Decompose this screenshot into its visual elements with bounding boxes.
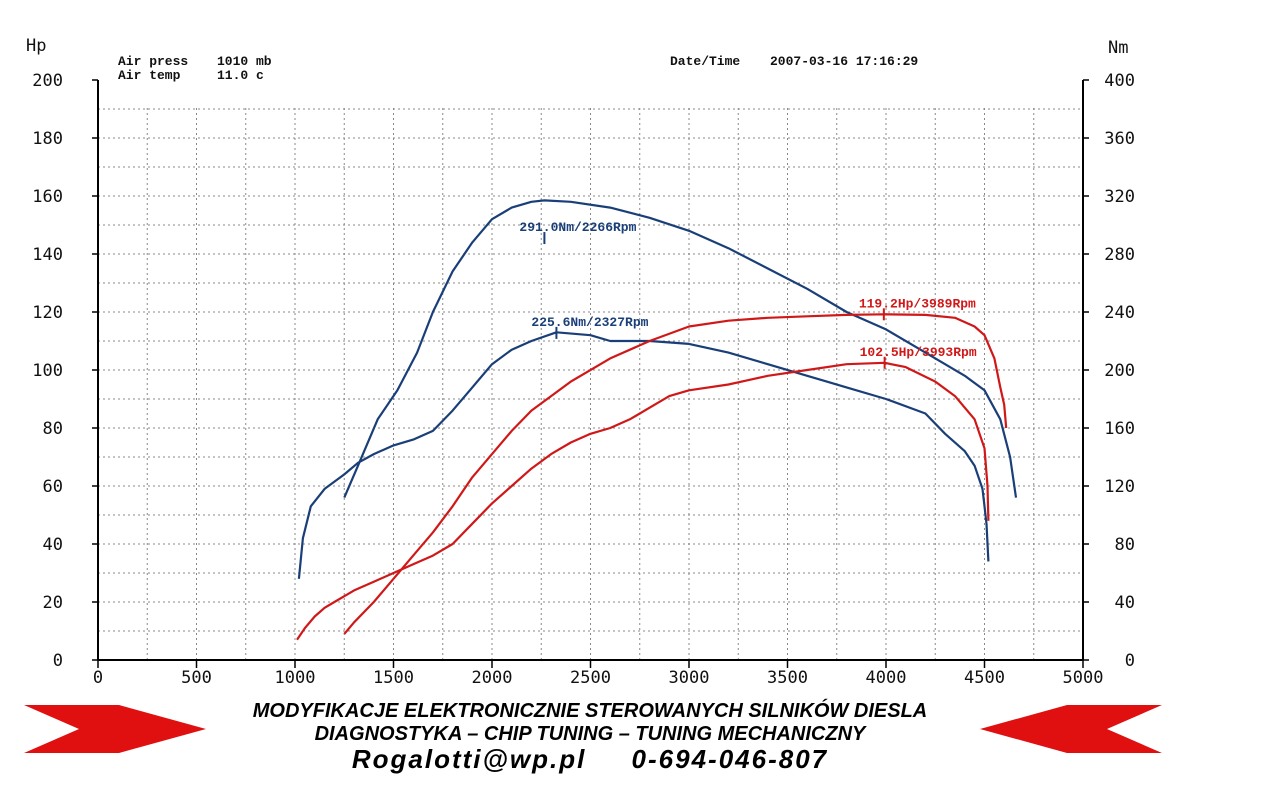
left-y-tick-label: 140	[32, 245, 63, 265]
peak-label: 102.5Hp/3993Rpm	[860, 345, 977, 360]
peak-label: 291.0Nm/2266Rpm	[519, 220, 636, 235]
right-axis-unit: Nm	[1108, 38, 1129, 58]
x-tick-label: 1000	[275, 668, 316, 688]
left-y-tick-label: 40	[43, 535, 63, 555]
x-tick-label: 4500	[964, 668, 1005, 688]
x-tick-label: 5000	[1063, 668, 1104, 688]
x-tick-label: 2000	[472, 668, 513, 688]
left-y-tick-label: 100	[32, 361, 63, 381]
series-line-torque-1	[297, 331, 990, 579]
right-y-tick-label: 200	[1104, 361, 1135, 381]
footer-contact: Rogalotti@wp.pl 0-694-046-807	[0, 744, 1180, 775]
x-tick-label: 4000	[866, 668, 907, 688]
x-tick-label: 500	[181, 668, 212, 688]
x-tick-label: 1500	[373, 668, 414, 688]
left-red-arrow-icon	[24, 705, 206, 753]
air-temp-label: Air temp	[118, 68, 181, 83]
left-y-tick-label: 160	[32, 187, 63, 207]
datetime-value: 2007-03-16 17:16:29	[770, 54, 919, 69]
series-line-power-3	[296, 361, 990, 641]
right-y-tick-label: 120	[1104, 477, 1135, 497]
series-line-power-2	[343, 313, 1008, 635]
right-y-tick-label: 240	[1104, 303, 1135, 323]
x-tick-label: 3500	[767, 668, 808, 688]
x-tick-label: 2500	[570, 668, 611, 688]
right-y-tick-label: 0	[1125, 651, 1135, 671]
left-axis-unit: Hp	[26, 36, 47, 56]
left-y-tick-label: 80	[43, 419, 63, 439]
datetime-label: Date/Time	[670, 54, 741, 69]
right-y-tick-label: 400	[1104, 71, 1135, 91]
left-y-tick-label: 200	[32, 71, 63, 91]
right-y-tick-label: 360	[1104, 129, 1135, 149]
right-red-arrow-icon	[980, 705, 1162, 753]
right-y-tick-label: 320	[1104, 187, 1135, 207]
right-y-tick-label: 80	[1115, 535, 1135, 555]
left-y-tick-label: 120	[32, 303, 63, 323]
right-y-tick-label: 40	[1115, 593, 1135, 613]
right-y-tick-label: 280	[1104, 245, 1135, 265]
footer-line-2: DIAGNOSTYKA – CHIP TUNING – TUNING MECHA…	[314, 723, 866, 745]
x-tick-label: 0	[93, 668, 103, 688]
footer-email[interactable]: Rogalotti@wp.pl	[351, 744, 587, 774]
left-y-tick-label: 60	[43, 477, 63, 497]
footer-line-1: MODYFIKACJE ELEKTRONICZNIE STEROWANYCH S…	[252, 700, 928, 722]
series-line-torque-0	[343, 199, 1018, 499]
left-y-tick-label: 20	[43, 593, 63, 613]
peak-label: 119.2Hp/3989Rpm	[859, 296, 976, 311]
right-y-tick-label: 160	[1104, 419, 1135, 439]
x-tick-label: 3000	[669, 668, 710, 688]
left-y-tick-label: 180	[32, 129, 63, 149]
left-y-tick-label: 0	[53, 651, 63, 671]
air-temp-value: 11.0 c	[217, 68, 264, 83]
air-press-value: 1010 mb	[217, 54, 272, 69]
air-press-label: Air press	[118, 54, 189, 69]
footer-phone: 0-694-046-807	[631, 744, 829, 774]
peak-label: 225.6Nm/2327Rpm	[531, 315, 648, 330]
